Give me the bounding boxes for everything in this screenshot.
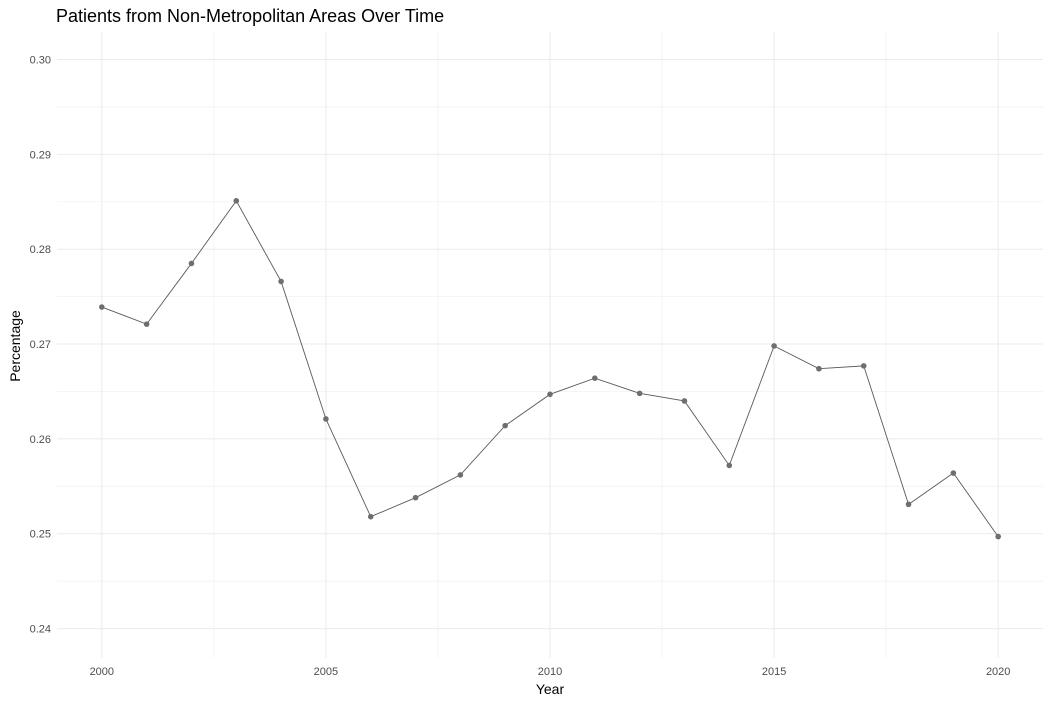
data-point — [816, 365, 822, 372]
data-point — [995, 533, 1001, 540]
data-point — [502, 422, 508, 429]
axes: 2000 2005 2010 2015 2020 0.24 0.25 0.26 0.27 0.28… — [30, 55, 1011, 678]
data-point — [592, 375, 598, 381]
data-point — [367, 513, 374, 520]
data-point — [636, 390, 643, 397]
data-point — [547, 391, 553, 398]
grid — [57, 32, 1043, 658]
data-point — [412, 494, 419, 501]
data-point — [323, 416, 329, 422]
data-point — [681, 398, 688, 404]
y-tick-label: 0.28 — [30, 244, 51, 256]
x-tick-label: 2020 — [986, 666, 1010, 678]
x-tick-label: 2000 — [90, 666, 114, 678]
y-tick-label: 0.30 — [30, 55, 51, 67]
x-axis-title: Year — [536, 681, 565, 697]
data-point — [771, 343, 777, 349]
data-point — [905, 501, 912, 508]
y-tick-label: 0.26 — [30, 434, 51, 446]
x-tick-label: 2010 — [538, 666, 562, 678]
data-point — [99, 304, 105, 310]
data-point — [457, 472, 464, 478]
y-tick-label: 0.29 — [30, 149, 51, 161]
x-tick-label: 2015 — [762, 666, 786, 678]
data-point — [188, 260, 195, 267]
series-layer — [99, 198, 1001, 540]
y-axis-title: Percentage — [7, 310, 23, 382]
chart-title: Patients from Non-Metropolitan Areas Ove… — [56, 6, 444, 26]
data-point — [143, 321, 150, 327]
x-tick-label: 2005 — [314, 666, 338, 678]
y-tick-label: 0.25 — [30, 529, 51, 541]
data-point — [860, 363, 867, 369]
data-point — [950, 470, 957, 476]
data-point — [726, 462, 733, 469]
y-tick-label: 0.27 — [30, 339, 51, 351]
y-tick-label: 0.24 — [30, 624, 51, 636]
data-point — [278, 278, 284, 285]
data-point — [233, 198, 240, 204]
